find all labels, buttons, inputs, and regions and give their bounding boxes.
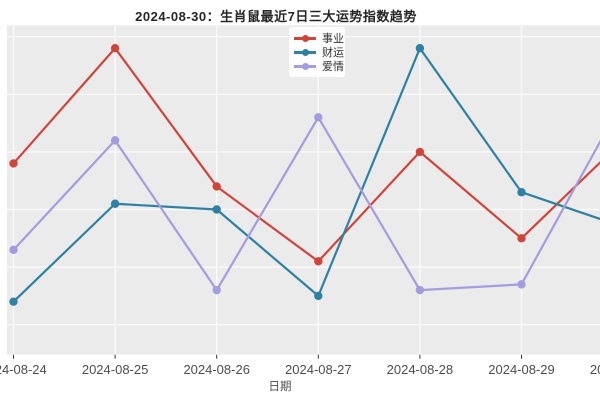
data-point-事业: [517, 234, 526, 243]
legend-label-love: 爱情: [322, 61, 344, 73]
love-line-marker-icon: [294, 62, 316, 70]
legend-label-wealth: 财运: [322, 47, 344, 59]
data-point-财运: [212, 205, 221, 214]
data-point-财运: [314, 291, 323, 301]
plot-panel: [7, 25, 600, 355]
x-tick-label: 2024-08-27: [285, 362, 352, 377]
x-tick-label: 2024-08-25: [82, 362, 149, 377]
data-point-事业: [9, 159, 18, 168]
data-point-爱情: [212, 285, 221, 295]
data-point-爱情: [517, 280, 526, 289]
data-point-爱情: [415, 285, 425, 295]
data-point-爱情: [314, 113, 323, 122]
data-point-财运: [9, 297, 18, 306]
data-point-财运: [517, 188, 526, 197]
wealth-line-marker-icon: [294, 48, 316, 56]
x-tick-label: 2024-08-26: [183, 362, 250, 377]
data-point-事业: [110, 44, 120, 53]
legend-label-career: 事业: [322, 33, 344, 45]
x-tick-label: 2024-08-29: [488, 362, 555, 377]
data-point-爱情: [110, 136, 120, 145]
x-tick-label: 2024-08-30: [590, 362, 600, 377]
data-point-事业: [212, 182, 221, 191]
data-point-财运: [110, 199, 120, 208]
legend-item-love: 爱情: [294, 59, 345, 73]
data-point-爱情: [9, 245, 18, 255]
data-point-财运: [415, 44, 425, 53]
x-axis-title: 日期: [269, 380, 292, 393]
data-point-事业: [415, 147, 425, 157]
data-point-事业: [314, 257, 323, 266]
x-tick-label: 2024-08-28: [387, 362, 454, 377]
legend-box: 事业 财运 爱情: [289, 27, 345, 77]
x-tick-label: 2024-08-24: [0, 362, 47, 377]
legend-item-career: 事业: [294, 31, 345, 45]
chart-title: 2024-08-30：生肖鼠最近7日三大运势指数趋势: [135, 9, 417, 24]
career-line-marker-icon: [294, 34, 316, 42]
legend-item-wealth: 财运: [294, 45, 345, 59]
